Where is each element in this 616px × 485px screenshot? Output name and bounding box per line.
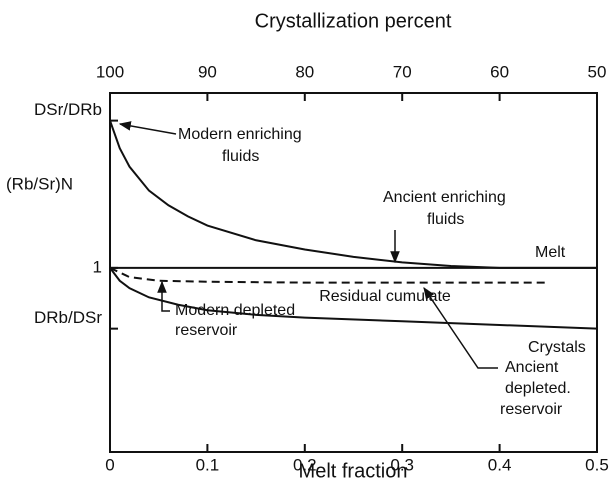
chart-title: Crystallization percent	[255, 10, 452, 32]
annotation: reservoir	[500, 401, 563, 418]
annotation: Ancient	[505, 359, 559, 376]
x-tick-label: 0.5	[585, 455, 609, 474]
x-tick-label: 0.1	[196, 455, 220, 474]
x-tick-label: 0.3	[390, 455, 414, 474]
annotation: fluids	[222, 148, 259, 165]
x2-tick-label: 70	[393, 62, 412, 81]
annotation: Modern enriching	[178, 126, 302, 143]
series-line	[109, 267, 598, 330]
annotation: reservoir	[175, 322, 238, 339]
series-line	[109, 266, 549, 284]
annotation: Modern depleted	[175, 302, 295, 319]
x-axis-label: Melt fraction	[299, 460, 408, 482]
series-label: Melt	[535, 244, 566, 261]
x-tick-label: 0	[105, 455, 114, 474]
y-axis-label: (Rb/Sr)N	[6, 174, 73, 193]
series-label: Crystals	[528, 339, 586, 356]
annotation-arrows	[118, 121, 498, 369]
x2-tick-label: 60	[490, 62, 509, 81]
y-tick-label: DSr/DRb	[34, 100, 102, 119]
x2-tick-label: 80	[295, 62, 314, 81]
x2-tick-label: 100	[96, 62, 124, 81]
annotation: depleted.	[505, 380, 571, 397]
x2-tick-label: 50	[588, 62, 607, 81]
series-label: Residual cumulate	[319, 288, 451, 305]
plot-frame	[109, 92, 598, 453]
annotation: fluids	[427, 211, 464, 228]
x-tick-label: 0.4	[488, 455, 512, 474]
annotation: Ancient enriching	[383, 189, 506, 206]
y-tick-label: DRb/DSr	[34, 308, 102, 327]
x-tick-label: 0.2	[293, 455, 317, 474]
y-tick-label: 1	[93, 257, 102, 276]
x2-tick-label: 90	[198, 62, 217, 81]
series-line	[109, 120, 597, 269]
